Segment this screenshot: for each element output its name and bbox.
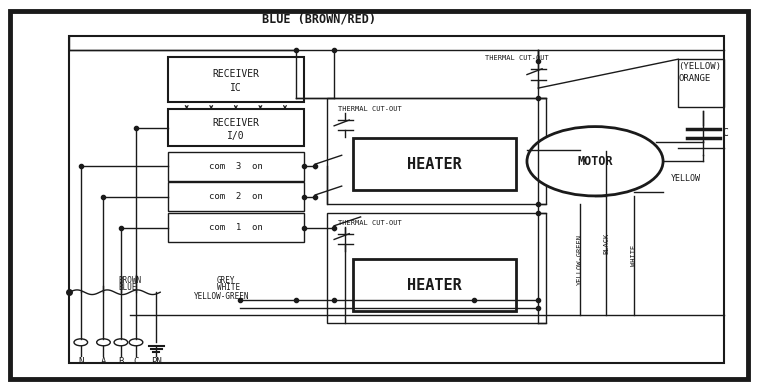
Bar (168, 57, 304, 102)
Bar (353, 138, 515, 190)
Text: BLUE (BROWN/RED): BLUE (BROWN/RED) (262, 12, 376, 25)
Bar (168, 213, 304, 242)
Bar (168, 182, 304, 211)
Text: MOTOR: MOTOR (577, 155, 613, 168)
Bar (168, 152, 304, 180)
Bar (679, 59, 723, 107)
Circle shape (74, 339, 87, 346)
Circle shape (96, 339, 110, 346)
Bar (326, 213, 546, 323)
Text: HEATER: HEATER (407, 157, 461, 171)
Text: BLUE: BLUE (118, 283, 137, 292)
Circle shape (129, 339, 143, 346)
Text: WHITE: WHITE (631, 245, 638, 266)
Bar (353, 260, 515, 312)
Text: HEATER: HEATER (407, 278, 461, 293)
Circle shape (114, 339, 128, 346)
Text: YELLOW-GREEN: YELLOW-GREEN (577, 234, 583, 285)
Text: com  1  on: com 1 on (209, 223, 263, 232)
Text: N: N (78, 357, 83, 366)
Text: ORANGE: ORANGE (679, 74, 710, 83)
Bar (70, 36, 723, 364)
Text: RECEIVER: RECEIVER (213, 69, 260, 79)
Text: C: C (722, 128, 728, 139)
Text: GREY: GREY (217, 276, 235, 285)
Text: IC: IC (230, 83, 241, 93)
Text: THERMAL CUT-OUT: THERMAL CUT-OUT (338, 106, 402, 112)
Bar (326, 98, 546, 204)
Text: com  3  on: com 3 on (209, 161, 263, 171)
Text: THERMAL CUT-OUT: THERMAL CUT-OUT (485, 55, 549, 61)
Text: com  2  on: com 2 on (209, 192, 263, 201)
Text: YELLOW: YELLOW (671, 174, 701, 183)
Text: WHITE: WHITE (217, 283, 240, 292)
Text: PN: PN (151, 357, 162, 366)
Text: C: C (134, 357, 139, 366)
Text: B: B (118, 357, 124, 366)
Text: A: A (101, 357, 106, 366)
Text: BLACK: BLACK (603, 233, 609, 254)
Text: YELLOW-GREEN: YELLOW-GREEN (194, 292, 250, 301)
Text: I/0: I/0 (227, 131, 244, 140)
Text: (YELLOW): (YELLOW) (679, 62, 721, 71)
Text: THERMAL CUT-OUT: THERMAL CUT-OUT (338, 220, 402, 226)
Text: RECEIVER: RECEIVER (213, 118, 260, 128)
Bar (168, 109, 304, 146)
Text: BROWN: BROWN (118, 276, 142, 285)
Circle shape (527, 126, 663, 196)
